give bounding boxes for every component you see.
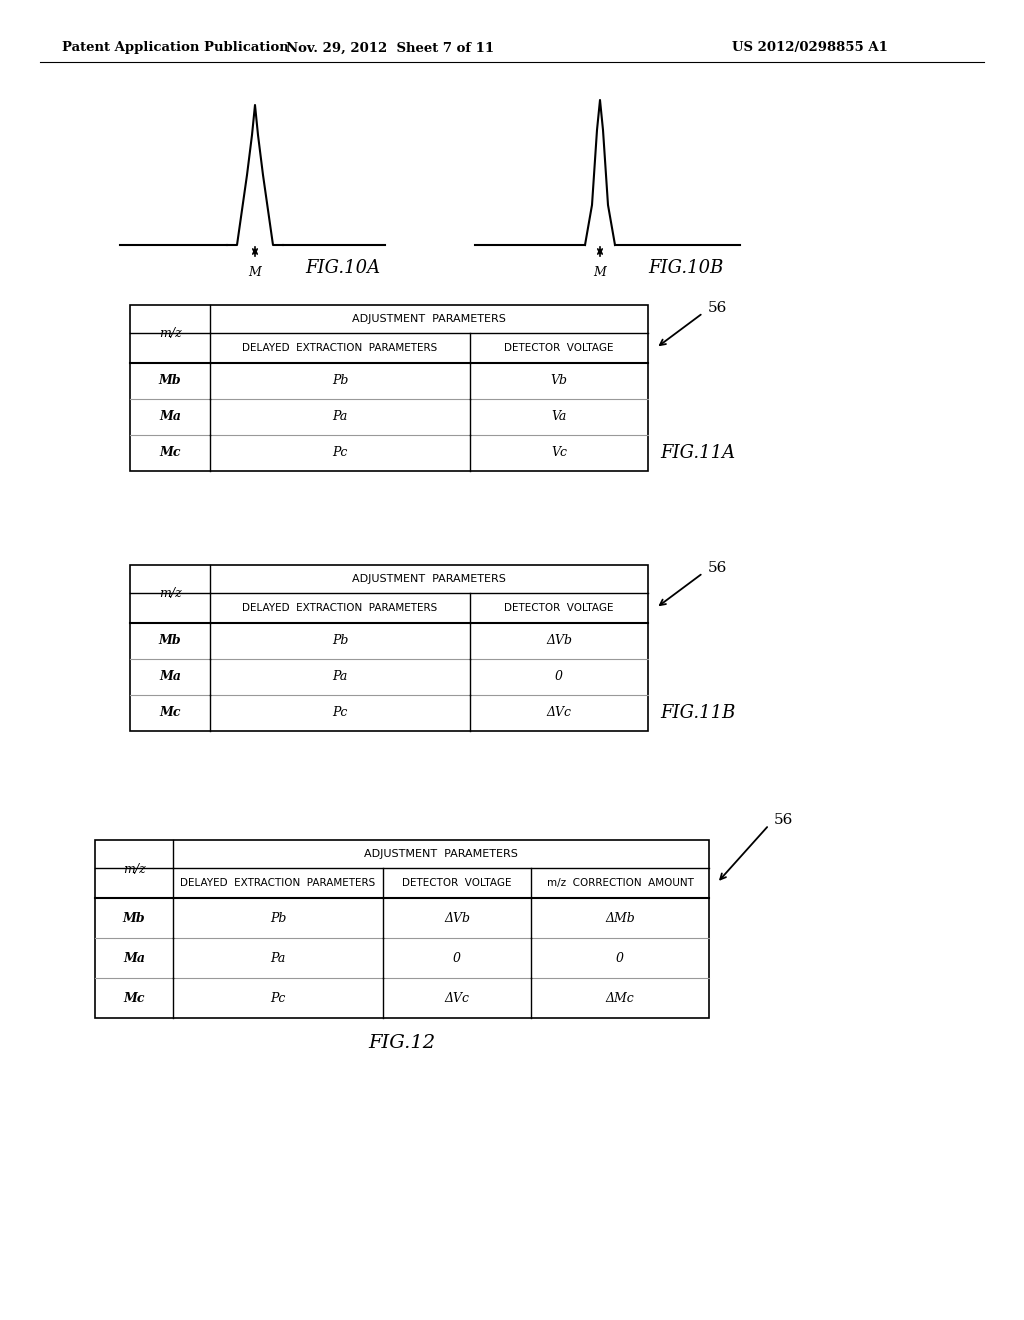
Text: 56: 56 <box>774 813 794 828</box>
Text: DETECTOR  VOLTAGE: DETECTOR VOLTAGE <box>504 603 613 612</box>
Text: DETECTOR  VOLTAGE: DETECTOR VOLTAGE <box>402 878 512 888</box>
Text: m/z  CORRECTION  AMOUNT: m/z CORRECTION AMOUNT <box>547 878 693 888</box>
Text: Ma: Ma <box>159 671 181 684</box>
Text: Pa: Pa <box>333 671 348 684</box>
Text: m/z: m/z <box>123 862 145 875</box>
Text: ΔMb: ΔMb <box>605 912 635 924</box>
Text: DELAYED  EXTRACTION  PARAMETERS: DELAYED EXTRACTION PARAMETERS <box>243 343 437 352</box>
Text: 56: 56 <box>708 301 727 315</box>
Text: Va: Va <box>551 411 566 424</box>
Text: 0: 0 <box>555 671 563 684</box>
Text: ADJUSTMENT  PARAMETERS: ADJUSTMENT PARAMETERS <box>365 849 518 859</box>
Text: FIG.11B: FIG.11B <box>660 704 735 722</box>
Text: Vc: Vc <box>551 446 567 459</box>
Text: Nov. 29, 2012  Sheet 7 of 11: Nov. 29, 2012 Sheet 7 of 11 <box>286 41 494 54</box>
Text: Ma: Ma <box>159 411 181 424</box>
Text: ADJUSTMENT  PARAMETERS: ADJUSTMENT PARAMETERS <box>352 574 506 583</box>
Text: ΔVc: ΔVc <box>444 991 469 1005</box>
Text: Pa: Pa <box>270 952 286 965</box>
Text: Pa: Pa <box>333 411 348 424</box>
Text: FIG.11A: FIG.11A <box>660 444 735 462</box>
Text: FIG.12: FIG.12 <box>369 1034 435 1052</box>
Text: 0: 0 <box>616 952 624 965</box>
Text: US 2012/0298855 A1: US 2012/0298855 A1 <box>732 41 888 54</box>
Text: Patent Application Publication: Patent Application Publication <box>62 41 289 54</box>
Text: Pb: Pb <box>269 912 286 924</box>
Text: Ma: Ma <box>123 952 145 965</box>
Text: ΔMc: ΔMc <box>605 991 635 1005</box>
Text: Pb: Pb <box>332 635 348 648</box>
Text: DETECTOR  VOLTAGE: DETECTOR VOLTAGE <box>504 343 613 352</box>
Text: 56: 56 <box>708 561 727 576</box>
Text: Pc: Pc <box>333 446 348 459</box>
Text: m/z: m/z <box>159 327 181 341</box>
Text: m/z: m/z <box>159 587 181 601</box>
Text: M: M <box>249 265 261 279</box>
Text: ADJUSTMENT  PARAMETERS: ADJUSTMENT PARAMETERS <box>352 314 506 323</box>
Text: Pc: Pc <box>333 706 348 719</box>
Text: ΔVb: ΔVb <box>444 912 470 924</box>
Text: Mb: Mb <box>123 912 145 924</box>
Text: Pc: Pc <box>270 991 286 1005</box>
Text: Vb: Vb <box>551 375 567 388</box>
Text: Mb: Mb <box>159 375 181 388</box>
Bar <box>95 840 709 1018</box>
Text: Mc: Mc <box>160 446 181 459</box>
Text: FIG.10A: FIG.10A <box>305 259 380 277</box>
Text: 0: 0 <box>453 952 461 965</box>
Text: Mc: Mc <box>160 706 181 719</box>
Text: DELAYED  EXTRACTION  PARAMETERS: DELAYED EXTRACTION PARAMETERS <box>180 878 376 888</box>
Text: ΔVb: ΔVb <box>546 635 572 648</box>
Bar <box>130 565 648 731</box>
Text: Mb: Mb <box>159 635 181 648</box>
Text: DELAYED  EXTRACTION  PARAMETERS: DELAYED EXTRACTION PARAMETERS <box>243 603 437 612</box>
Text: ΔVc: ΔVc <box>547 706 571 719</box>
Text: Mc: Mc <box>123 991 144 1005</box>
Text: Pb: Pb <box>332 375 348 388</box>
Text: M: M <box>594 265 606 279</box>
Text: FIG.10B: FIG.10B <box>648 259 723 277</box>
Bar <box>130 305 648 471</box>
